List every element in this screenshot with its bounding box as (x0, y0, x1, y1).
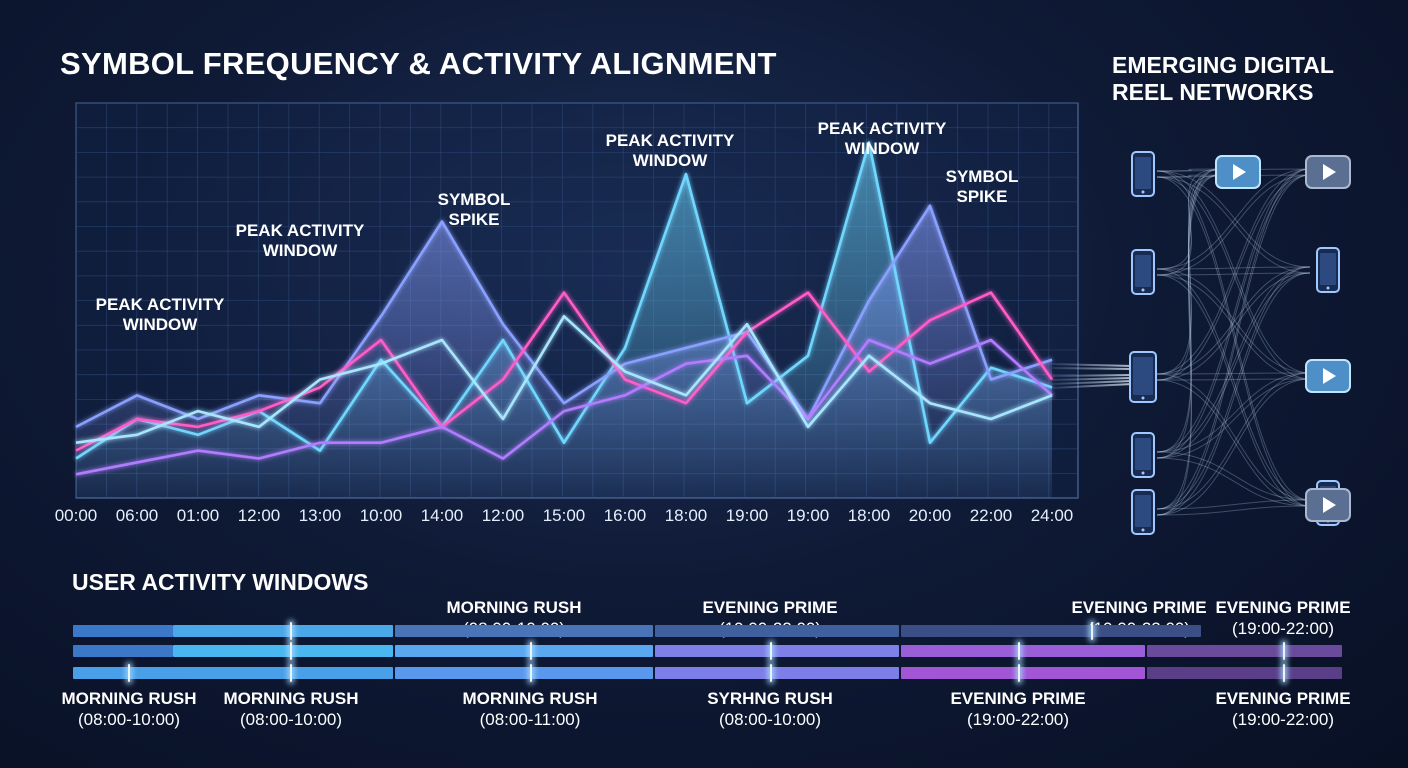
play-icon (1305, 155, 1351, 189)
x-tick-label: 19:00 (787, 506, 830, 525)
data-stream (1051, 383, 1133, 389)
svg-text:SYMBOL: SYMBOL (946, 167, 1019, 186)
data-stream (1051, 367, 1133, 370)
network-title-line-2: REEL NETWORKS (1112, 79, 1314, 105)
svg-text:SPIKE: SPIKE (448, 210, 499, 229)
series-line (75, 315, 1053, 444)
x-tick-label: 24:00 (1031, 506, 1074, 525)
svg-text:PEAK ACTIVITY: PEAK ACTIVITY (236, 221, 365, 240)
x-tick-label: 19:00 (726, 506, 769, 525)
phone-icon (1131, 151, 1155, 197)
x-tick-label: 14:00 (421, 506, 464, 525)
x-tick-label: 16:00 (604, 506, 647, 525)
series-line (75, 204, 1053, 429)
x-tick-label: 18:00 (848, 506, 891, 525)
series-line (75, 141, 1053, 460)
series-line (75, 338, 1053, 476)
x-tick-label: 15:00 (543, 506, 586, 525)
x-tick-label: 22:00 (970, 506, 1013, 525)
svg-text:PEAK ACTIVITY: PEAK ACTIVITY (606, 131, 735, 150)
network-title: EMERGING DIGITAL REEL NETWORKS (1112, 52, 1334, 106)
play-icon (1215, 155, 1261, 189)
data-stream (1051, 377, 1133, 381)
phone-icon (1131, 432, 1155, 478)
x-tick-label: 13:00 (299, 506, 342, 525)
svg-text:WINDOW: WINDOW (123, 315, 199, 334)
svg-text:WINDOW: WINDOW (263, 241, 339, 260)
x-tick-label: 20:00 (909, 506, 952, 525)
svg-text:SYMBOL: SYMBOL (438, 190, 511, 209)
play-icon (1305, 359, 1351, 393)
phone-icon (1316, 247, 1340, 293)
x-tick-label: 12:00 (482, 506, 525, 525)
data-stream (1051, 363, 1133, 367)
phone-icon (1131, 489, 1155, 535)
svg-text:PEAK ACTIVITY: PEAK ACTIVITY (96, 295, 225, 314)
data-stream (1051, 380, 1133, 385)
x-tick-label: 00:00 (55, 506, 98, 525)
data-stream (1051, 374, 1133, 377)
x-tick-label: 18:00 (665, 506, 708, 525)
chart-title: SYMBOL FREQUENCY & ACTIVITY ALIGNMENT (60, 46, 777, 81)
x-tick-label: 10:00 (360, 506, 403, 525)
network-connections (1156, 168, 1311, 516)
series-area (76, 142, 1052, 498)
activity-title: USER ACTIVITY WINDOWS (72, 569, 369, 595)
svg-text:WINDOW: WINDOW (633, 151, 709, 170)
series-line (75, 291, 1054, 452)
svg-text:WINDOW: WINDOW (845, 139, 921, 158)
play-icon (1305, 488, 1351, 522)
svg-text:SPIKE: SPIKE (956, 187, 1007, 206)
x-tick-label: 12:00 (238, 506, 281, 525)
network-title-line-1: EMERGING DIGITAL (1112, 52, 1334, 78)
x-tick-label: 01:00 (177, 506, 220, 525)
phone-icon (1131, 249, 1155, 295)
x-tick-label: 06:00 (116, 506, 159, 525)
svg-text:PEAK ACTIVITY: PEAK ACTIVITY (818, 119, 947, 138)
phone-icon (1129, 351, 1157, 403)
